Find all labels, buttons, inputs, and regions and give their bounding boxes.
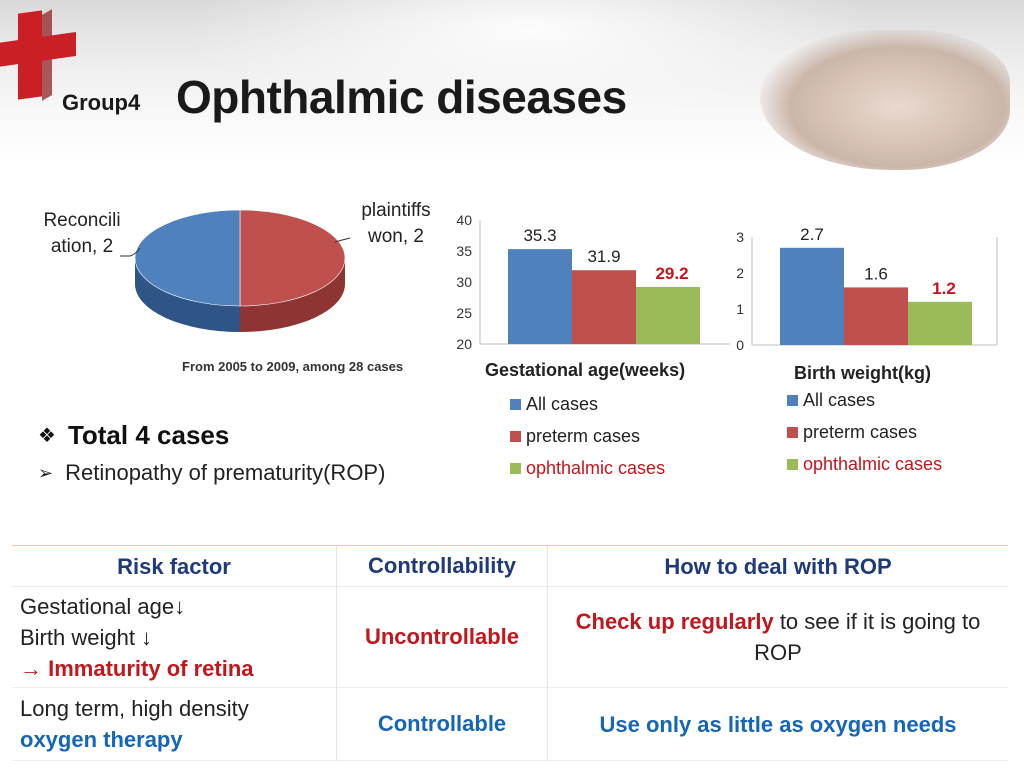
pie-label-right-line1: plaintiffs <box>361 200 431 221</box>
legend-swatch-ophthalmic <box>510 462 521 474</box>
y-tick-label: 20 <box>456 336 472 352</box>
legend-item-ophthalmic: ophthalmic cases <box>787 448 942 480</box>
bar-value-label-2: 29.2 <box>655 264 688 283</box>
page-title: Ophthalmic diseases <box>176 71 627 123</box>
pie-leader-lines <box>120 237 351 257</box>
group-label: Group4 <box>62 90 141 115</box>
legend-label-preterm: preterm cases <box>803 421 918 442</box>
legend-item-preterm: preterm cases <box>787 416 942 448</box>
pie-label-left-line2: ation, 2 <box>50 236 114 257</box>
bullet-total: ❖ Total 4 cases <box>38 420 229 451</box>
pie-note: From 2005 to 2009, among 28 cases <box>182 359 404 374</box>
table-row: Gestational age↓ Birth weight ↓ → Immatu… <box>12 586 1008 688</box>
legend-item-preterm: preterm cases <box>510 420 665 452</box>
legend-swatch-ophthalmic <box>787 458 798 470</box>
baby-photo <box>760 30 1010 170</box>
bar-value-label-0: 2.7 <box>800 225 824 244</box>
risk-factor-line: Birth weight ↓ <box>20 624 153 650</box>
bar-value-label-0: 35.3 <box>523 226 556 245</box>
pie-slice-1 <box>134 209 241 307</box>
bullet-rop: ➢ Retinopathy of prematurity(ROP) <box>38 460 385 486</box>
gestational-age-chart: 20 25 30 35 40 35.3 31.9 29.2 <box>456 212 730 352</box>
bar-value-label-1: 1.6 <box>864 264 888 283</box>
bar-0 <box>780 247 844 345</box>
diamond-bullet-icon: ❖ <box>38 425 56 447</box>
pie-label-left-line1: Reconcili <box>43 210 121 231</box>
bar-value-label-1: 31.9 <box>587 247 620 266</box>
legend-swatch-preterm <box>787 426 798 438</box>
pie-slice-0 <box>239 209 346 307</box>
pie-label-left: Reconcili ation, 2 <box>34 208 130 260</box>
table-row: Long term, high density oxygen therapy C… <box>12 687 1008 761</box>
bar-1 <box>844 287 908 345</box>
controllability-cell: Uncontrollable <box>336 586 548 688</box>
oxygen-therapy-text: oxygen therapy <box>20 727 183 752</box>
bullet-rop-text: Retinopathy of prematurity(ROP) <box>65 460 386 485</box>
controllability-cell: Controllable <box>336 687 548 761</box>
header-controllability: Controllability <box>336 545 548 587</box>
pie-side-0 <box>240 258 345 332</box>
check-up-rest-text: to see if it is going to ROP <box>754 609 981 665</box>
header-how-to-deal: How to deal with ROP <box>547 545 1008 587</box>
legend-label-preterm: preterm cases <box>526 425 641 446</box>
y-tick-label: 25 <box>456 305 472 321</box>
immaturity-text: Immaturity of retina <box>48 655 254 681</box>
legend-item-all: All cases <box>787 384 942 416</box>
birth-weight-chart: 0 1 2 3 2.7 1.6 1.2 <box>736 225 998 353</box>
pie-leader-right <box>334 237 351 243</box>
bar-2 <box>636 286 700 344</box>
table-header-row: Risk factor Controllability How to deal … <box>12 545 1008 587</box>
bar-value-label-2: 1.2 <box>932 279 956 298</box>
bar-0 <box>508 249 572 344</box>
risk-factor-line: Gestational age↓ <box>20 593 186 619</box>
legend-item-ophthalmic: ophthalmic cases <box>510 452 665 484</box>
pie-side-1 <box>135 258 240 332</box>
legend-item-all: All cases <box>510 388 665 420</box>
y-tick-label: 3 <box>736 229 744 245</box>
risk-factor-cell: Gestational age↓ Birth weight ↓ → Immatu… <box>12 587 337 688</box>
pie-label-right: plaintiffs won, 2 <box>346 198 446 250</box>
bar-1 <box>572 270 636 344</box>
gestational-age-title: Gestational age(weeks) <box>485 360 686 380</box>
y-tick-label: 40 <box>456 212 472 228</box>
pie-chart <box>134 209 346 332</box>
legend-label-all: All cases <box>803 389 876 410</box>
legend-label-ophthalmic: ophthalmic cases <box>526 457 666 478</box>
risk-factor-cell: Long term, high density oxygen therapy <box>12 688 337 761</box>
legend-swatch-all <box>510 398 521 410</box>
risk-table: Risk factor Controllability How to deal … <box>12 545 1008 761</box>
arrowhead-bullet-icon: ➢ <box>38 462 54 483</box>
y-tick-label: 1 <box>736 301 744 317</box>
legend-swatch-all <box>787 394 798 406</box>
how-to-deal-cell: Use only as little as oxygen needs <box>547 687 1008 761</box>
pie-label-right-line2: won, 2 <box>368 226 424 247</box>
y-tick-label: 30 <box>456 274 472 290</box>
pie-leader-left <box>120 247 141 257</box>
bullet-total-text: Total 4 cases <box>67 420 230 450</box>
y-tick-label: 0 <box>736 337 744 353</box>
y-tick-label: 2 <box>736 265 744 281</box>
right-arrow-icon: → <box>20 655 49 681</box>
legend-gestational: All cases preterm cases ophthalmic cases <box>510 388 665 484</box>
bar-2 <box>908 301 972 345</box>
legend-birth-weight: All cases preterm cases ophthalmic cases <box>787 384 942 480</box>
risk-factor-line: Long term, high density <box>20 696 249 721</box>
legend-swatch-preterm <box>510 430 521 442</box>
header-risk-factor: Risk factor <box>117 553 231 579</box>
legend-label-all: All cases <box>526 393 599 414</box>
birth-weight-title: Birth weight(kg) <box>794 363 931 383</box>
risk-factor-line: → Immaturity of retina <box>20 653 328 684</box>
legend-label-ophthalmic: ophthalmic cases <box>803 453 943 474</box>
check-up-text: Check up regularly <box>575 609 774 634</box>
y-tick-label: 35 <box>456 243 472 259</box>
how-to-deal-cell: Check up regularly to see if it is going… <box>547 586 1008 688</box>
